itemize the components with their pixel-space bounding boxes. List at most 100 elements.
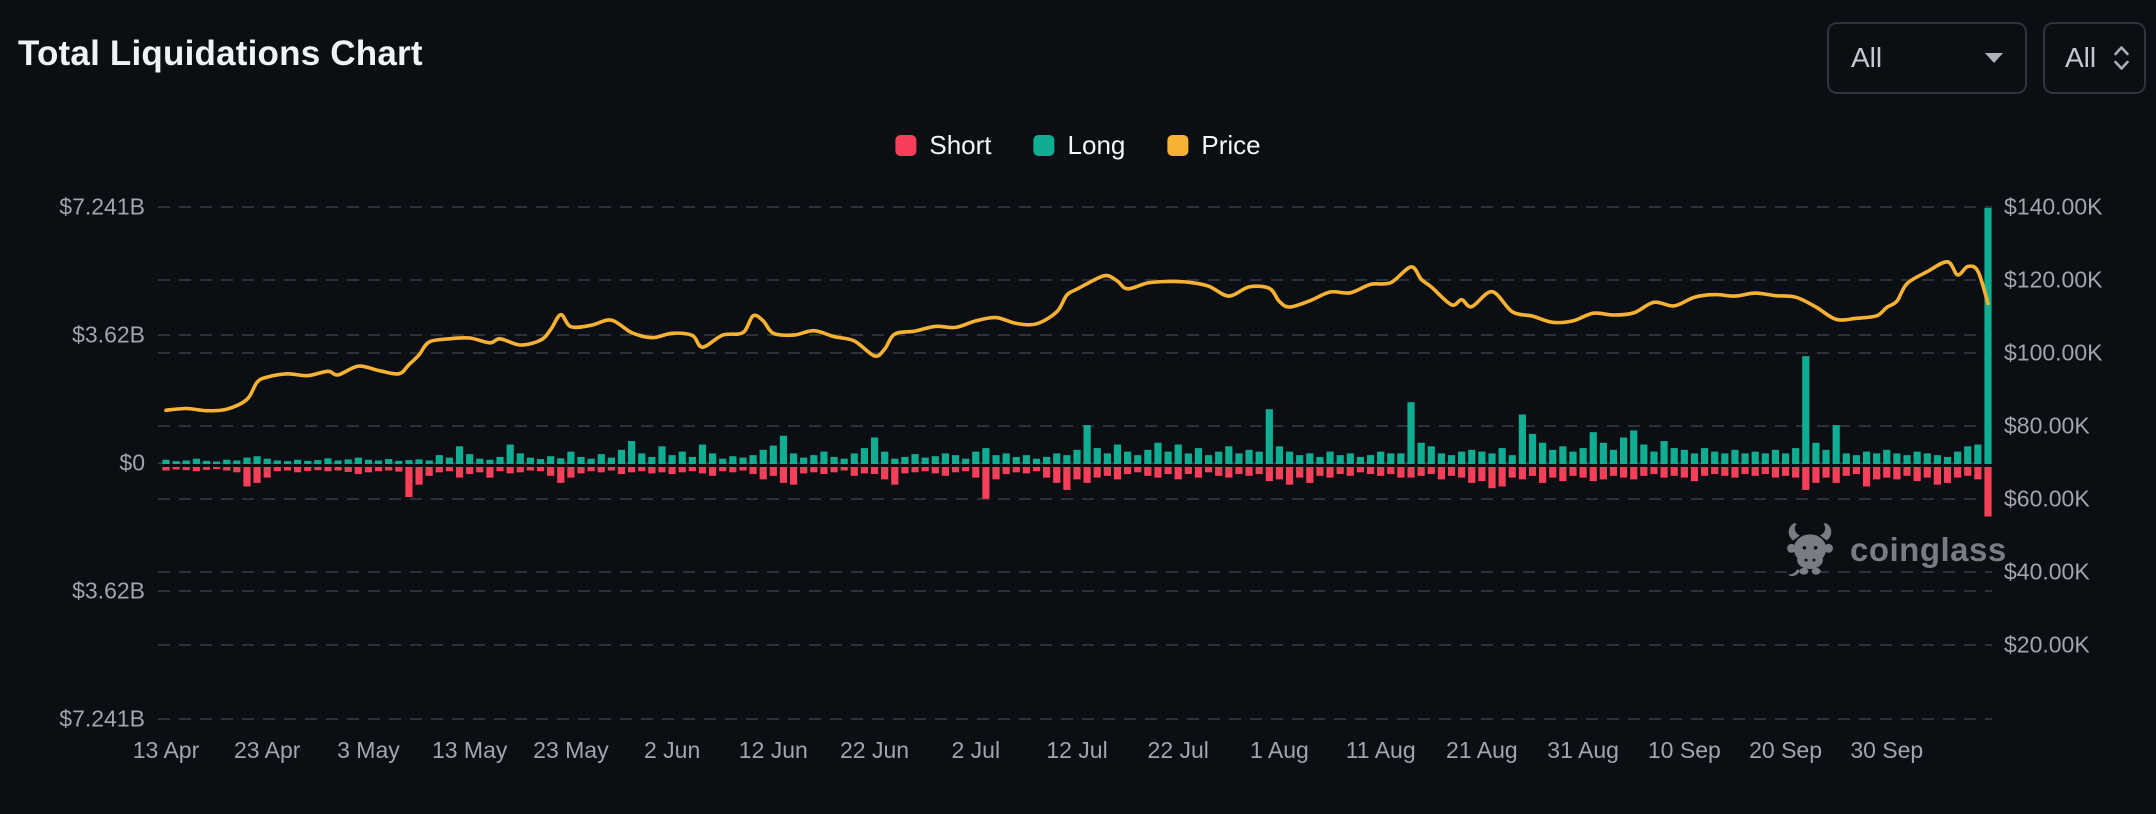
long-bar xyxy=(870,437,879,464)
long-bar xyxy=(1832,425,1840,464)
long-bar xyxy=(1984,208,1992,464)
symbol-filter-dropdown[interactable]: All xyxy=(1827,22,2027,94)
x-axis-tick: 20 Sep xyxy=(1749,737,1822,763)
long-bar xyxy=(1559,446,1567,464)
long-bar xyxy=(941,453,950,464)
long-bar xyxy=(1620,437,1628,464)
long-bar xyxy=(840,458,848,464)
long-bar xyxy=(455,446,464,464)
short-bar xyxy=(800,467,808,474)
long-bar xyxy=(1377,451,1385,464)
short-bar xyxy=(1063,467,1071,490)
short-bar xyxy=(405,467,413,498)
long-bar xyxy=(1366,455,1375,464)
long-bar xyxy=(1873,453,1881,464)
long-bar xyxy=(1316,456,1324,464)
short-bar xyxy=(314,467,322,471)
long-bar xyxy=(739,457,747,464)
long-bar xyxy=(911,454,919,464)
long-bar xyxy=(860,448,869,464)
short-bar xyxy=(213,467,221,470)
short-bar xyxy=(1832,467,1840,483)
short-bar xyxy=(1255,467,1263,475)
short-bar xyxy=(1680,467,1688,478)
long-bar xyxy=(243,457,251,464)
long-bar xyxy=(1488,453,1496,464)
legend-item-long[interactable]: Long xyxy=(1033,130,1126,161)
short-bar xyxy=(486,467,494,478)
long-bar xyxy=(1741,453,1749,464)
long-bar xyxy=(1306,453,1314,464)
short-bar xyxy=(1771,467,1780,478)
short-bar xyxy=(1812,467,1820,483)
short-bar xyxy=(1518,467,1526,480)
exchange-filter-dropdown[interactable]: All xyxy=(2043,22,2146,94)
short-bar xyxy=(1397,467,1405,478)
short-bar xyxy=(1741,467,1749,475)
caret-down-icon xyxy=(1985,53,2003,63)
long-bar xyxy=(1539,442,1547,464)
short-bar xyxy=(749,467,757,475)
short-bar xyxy=(1174,467,1182,480)
long-bar xyxy=(314,460,322,464)
long-bar xyxy=(1184,453,1192,464)
short-bar xyxy=(769,467,777,476)
long-bar xyxy=(688,456,696,464)
short-bar xyxy=(1974,467,1982,480)
long-bar xyxy=(1407,402,1415,464)
short-bar xyxy=(698,467,707,474)
long-bar xyxy=(1427,446,1435,464)
long-bar xyxy=(1265,409,1273,464)
long-swatch-icon xyxy=(1033,135,1055,156)
long-bar xyxy=(1802,356,1810,464)
long-bar xyxy=(617,449,626,464)
short-bar xyxy=(1346,467,1354,476)
long-bar xyxy=(1053,453,1061,464)
short-bar xyxy=(1792,467,1800,478)
legend-label-long: Long xyxy=(1067,130,1126,160)
long-bar xyxy=(1285,451,1294,464)
short-bar xyxy=(617,467,626,475)
short-bar xyxy=(344,467,352,472)
short-bar xyxy=(1225,467,1233,478)
short-bar xyxy=(1528,467,1537,476)
legend-item-short[interactable]: Short xyxy=(895,130,992,161)
short-bar xyxy=(455,467,464,478)
long-bar xyxy=(1913,451,1921,464)
long-bar xyxy=(213,461,221,464)
x-axis-tick: 2 Jul xyxy=(951,737,1001,763)
legend-item-price[interactable]: Price xyxy=(1167,130,1261,161)
short-bar xyxy=(547,467,555,476)
short-bar xyxy=(729,467,737,473)
long-bar xyxy=(486,459,494,464)
long-bar xyxy=(698,444,707,464)
short-bar xyxy=(1731,467,1739,478)
x-axis-tick: 13 Apr xyxy=(132,737,200,763)
short-bar xyxy=(607,467,615,471)
short-bar xyxy=(830,467,838,473)
long-bar xyxy=(1700,448,1709,464)
short-bar xyxy=(202,467,211,470)
long-bar xyxy=(263,458,271,464)
short-bar xyxy=(1721,467,1729,476)
short-bar xyxy=(1093,467,1101,478)
right-axis-tick: $140.00K xyxy=(2004,193,2103,220)
long-bar xyxy=(1437,453,1445,464)
short-bar xyxy=(1113,467,1122,480)
short-bar xyxy=(1447,467,1456,476)
long-bar xyxy=(1549,449,1557,464)
long-bar xyxy=(567,451,575,464)
long-bar xyxy=(1812,442,1820,464)
short-bar xyxy=(982,467,990,499)
short-bar xyxy=(719,467,727,472)
short-bar xyxy=(192,467,200,472)
short-bar xyxy=(1043,467,1051,478)
x-axis-tick: 3 May xyxy=(337,737,400,763)
short-bar xyxy=(536,467,545,472)
long-bar xyxy=(638,453,646,464)
long-bar xyxy=(1468,449,1476,464)
long-bar xyxy=(1204,455,1213,464)
short-bar xyxy=(1751,467,1759,476)
long-bar xyxy=(628,441,636,464)
